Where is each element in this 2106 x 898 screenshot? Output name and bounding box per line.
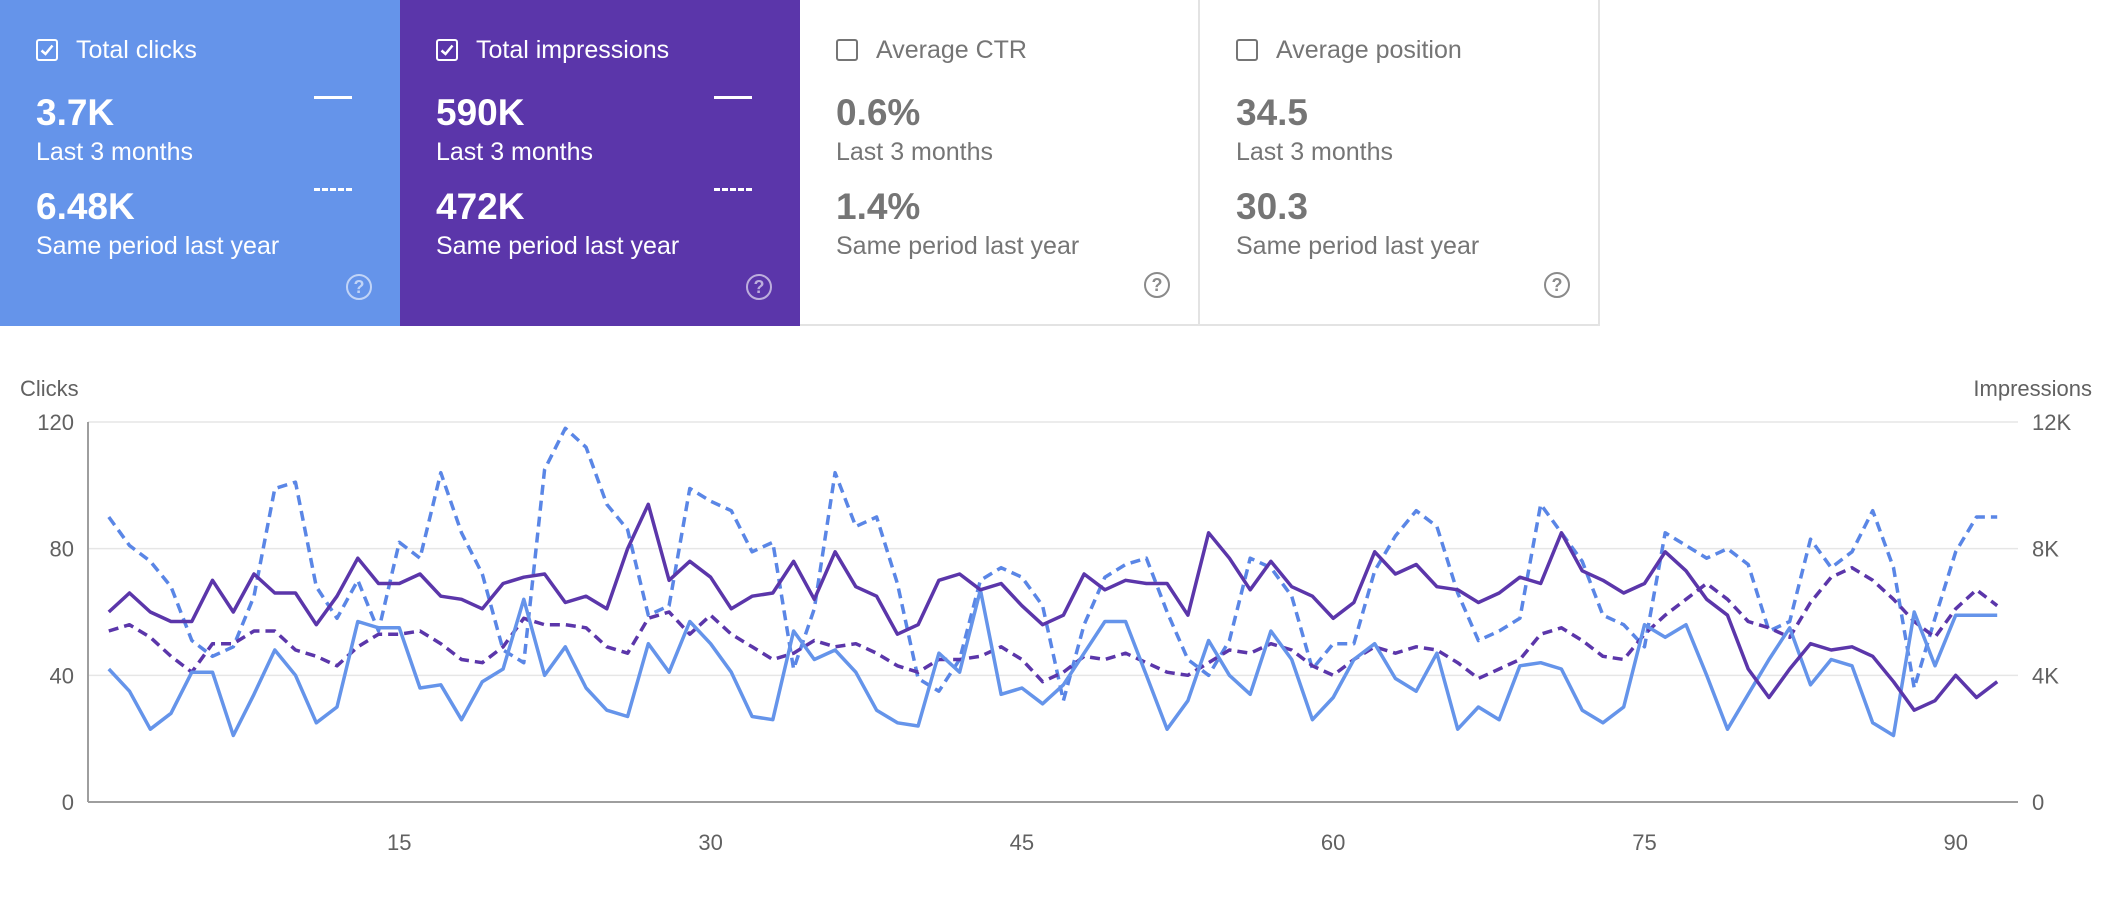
x-tick-label: 60 bbox=[1321, 830, 1345, 855]
x-tick-label: 90 bbox=[1943, 830, 1967, 855]
metric-period-label: Last 3 months bbox=[1236, 138, 1394, 166]
metric-value: 0.6% bbox=[836, 92, 921, 133]
x-tick-label: 15 bbox=[387, 830, 411, 855]
help-icon[interactable]: ? bbox=[1144, 272, 1170, 298]
left-tick-label: 0 bbox=[62, 790, 74, 815]
card-title: Total clicks bbox=[76, 35, 197, 64]
metric-period-label: Last 3 months bbox=[836, 138, 994, 166]
x-tick-label: 75 bbox=[1632, 830, 1656, 855]
metric-cards: Total clicks 3.7K Last 3 months 6.48K Sa… bbox=[0, 0, 1600, 326]
help-icon[interactable]: ? bbox=[1544, 272, 1570, 298]
compare-period-label: Same period last year bbox=[36, 232, 280, 260]
left-axis-title: Clicks bbox=[20, 376, 79, 401]
checkbox-checked-icon[interactable] bbox=[36, 39, 58, 61]
right-axis-title: Impressions bbox=[1973, 376, 2092, 401]
help-icon[interactable]: ? bbox=[346, 274, 372, 300]
dashed-line-legend-icon bbox=[314, 188, 352, 191]
compare-value: 6.48K bbox=[36, 186, 135, 227]
right-tick-label: 4K bbox=[2032, 663, 2059, 688]
series-line bbox=[108, 565, 1999, 684]
solid-line-legend-icon bbox=[714, 96, 752, 99]
card-header: Total clicks bbox=[36, 30, 400, 70]
left-tick-label: 40 bbox=[50, 663, 74, 688]
compare-value: 472K bbox=[436, 186, 525, 227]
right-tick-label: 12K bbox=[2032, 410, 2071, 435]
series-line bbox=[107, 588, 1998, 738]
card-header: Total impressions bbox=[436, 30, 800, 70]
compare-period-label: Same period last year bbox=[1236, 232, 1480, 260]
checkbox-unchecked-icon[interactable] bbox=[1236, 39, 1258, 61]
right-tick-label: 0 bbox=[2032, 790, 2044, 815]
solid-line-legend-icon bbox=[314, 96, 352, 99]
compare-value: 30.3 bbox=[1236, 186, 1309, 227]
total-clicks-card[interactable]: Total clicks 3.7K Last 3 months 6.48K Sa… bbox=[0, 0, 400, 326]
dashed-line-legend-icon bbox=[714, 188, 752, 191]
x-tick-label: 45 bbox=[1010, 830, 1034, 855]
average-position-card[interactable]: Average position 34.5 Last 3 months 30.3… bbox=[1200, 0, 1600, 326]
series-line bbox=[107, 426, 1998, 703]
right-tick-label: 8K bbox=[2032, 537, 2059, 562]
left-tick-label: 80 bbox=[50, 537, 74, 562]
card-header: Average position bbox=[1236, 30, 1598, 70]
card-title: Average CTR bbox=[876, 35, 1027, 64]
checkbox-unchecked-icon[interactable] bbox=[836, 39, 858, 61]
average-ctr-card[interactable]: Average CTR 0.6% Last 3 months 1.4% Same… bbox=[800, 0, 1200, 326]
total-impressions-card[interactable]: Total impressions 590K Last 3 months 472… bbox=[400, 0, 800, 326]
card-header: Average CTR bbox=[836, 30, 1198, 70]
compare-period-label: Same period last year bbox=[836, 232, 1080, 260]
metric-value: 34.5 bbox=[1236, 92, 1309, 133]
metric-period-label: Last 3 months bbox=[436, 138, 594, 166]
series-line bbox=[107, 502, 1999, 712]
metric-value: 3.7K bbox=[36, 92, 115, 133]
performance-line-chart: 0 0 40 4K 80 8K 120 12K Clicks Impressions 15 30 45 6… bbox=[20, 376, 2092, 855]
compare-value: 1.4% bbox=[836, 186, 921, 227]
card-title: Total impressions bbox=[476, 35, 670, 64]
left-tick-label: 120 bbox=[37, 410, 74, 435]
compare-period-label: Same period last year bbox=[436, 232, 680, 260]
metric-value: 590K bbox=[436, 92, 525, 133]
help-icon[interactable]: ? bbox=[746, 274, 772, 300]
x-tick-label: 30 bbox=[698, 830, 722, 855]
checkbox-checked-icon[interactable] bbox=[436, 39, 458, 61]
metric-period-label: Last 3 months bbox=[36, 138, 194, 166]
card-title: Average position bbox=[1276, 35, 1462, 64]
